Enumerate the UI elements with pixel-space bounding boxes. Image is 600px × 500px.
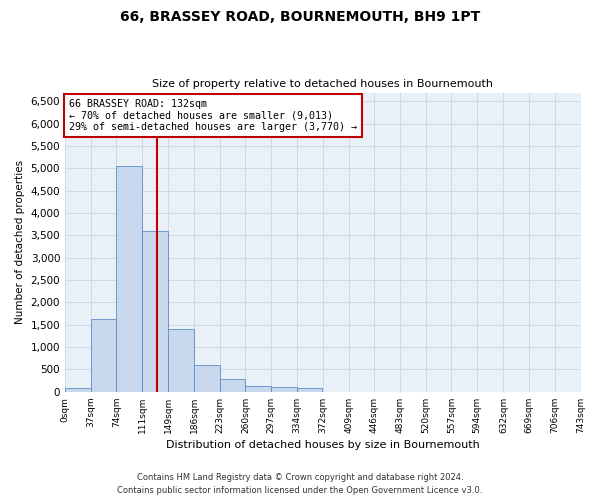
Bar: [245, 386, 271, 392]
Bar: [142, 231, 168, 392]
Bar: [297, 388, 322, 392]
Y-axis label: Number of detached properties: Number of detached properties: [15, 160, 25, 324]
Text: Contains HM Land Registry data © Crown copyright and database right 2024.
Contai: Contains HM Land Registry data © Crown c…: [118, 474, 482, 495]
Bar: [65, 388, 91, 392]
Bar: [220, 379, 245, 392]
Text: 66 BRASSEY ROAD: 132sqm
← 70% of detached houses are smaller (9,013)
29% of semi: 66 BRASSEY ROAD: 132sqm ← 70% of detache…: [68, 100, 356, 132]
Bar: [91, 318, 116, 392]
Bar: [169, 330, 194, 392]
Title: Size of property relative to detached houses in Bournemouth: Size of property relative to detached ho…: [152, 79, 493, 89]
Bar: [116, 166, 142, 392]
Bar: [194, 364, 220, 392]
Text: 66, BRASSEY ROAD, BOURNEMOUTH, BH9 1PT: 66, BRASSEY ROAD, BOURNEMOUTH, BH9 1PT: [120, 10, 480, 24]
Bar: [271, 387, 297, 392]
X-axis label: Distribution of detached houses by size in Bournemouth: Distribution of detached houses by size …: [166, 440, 479, 450]
